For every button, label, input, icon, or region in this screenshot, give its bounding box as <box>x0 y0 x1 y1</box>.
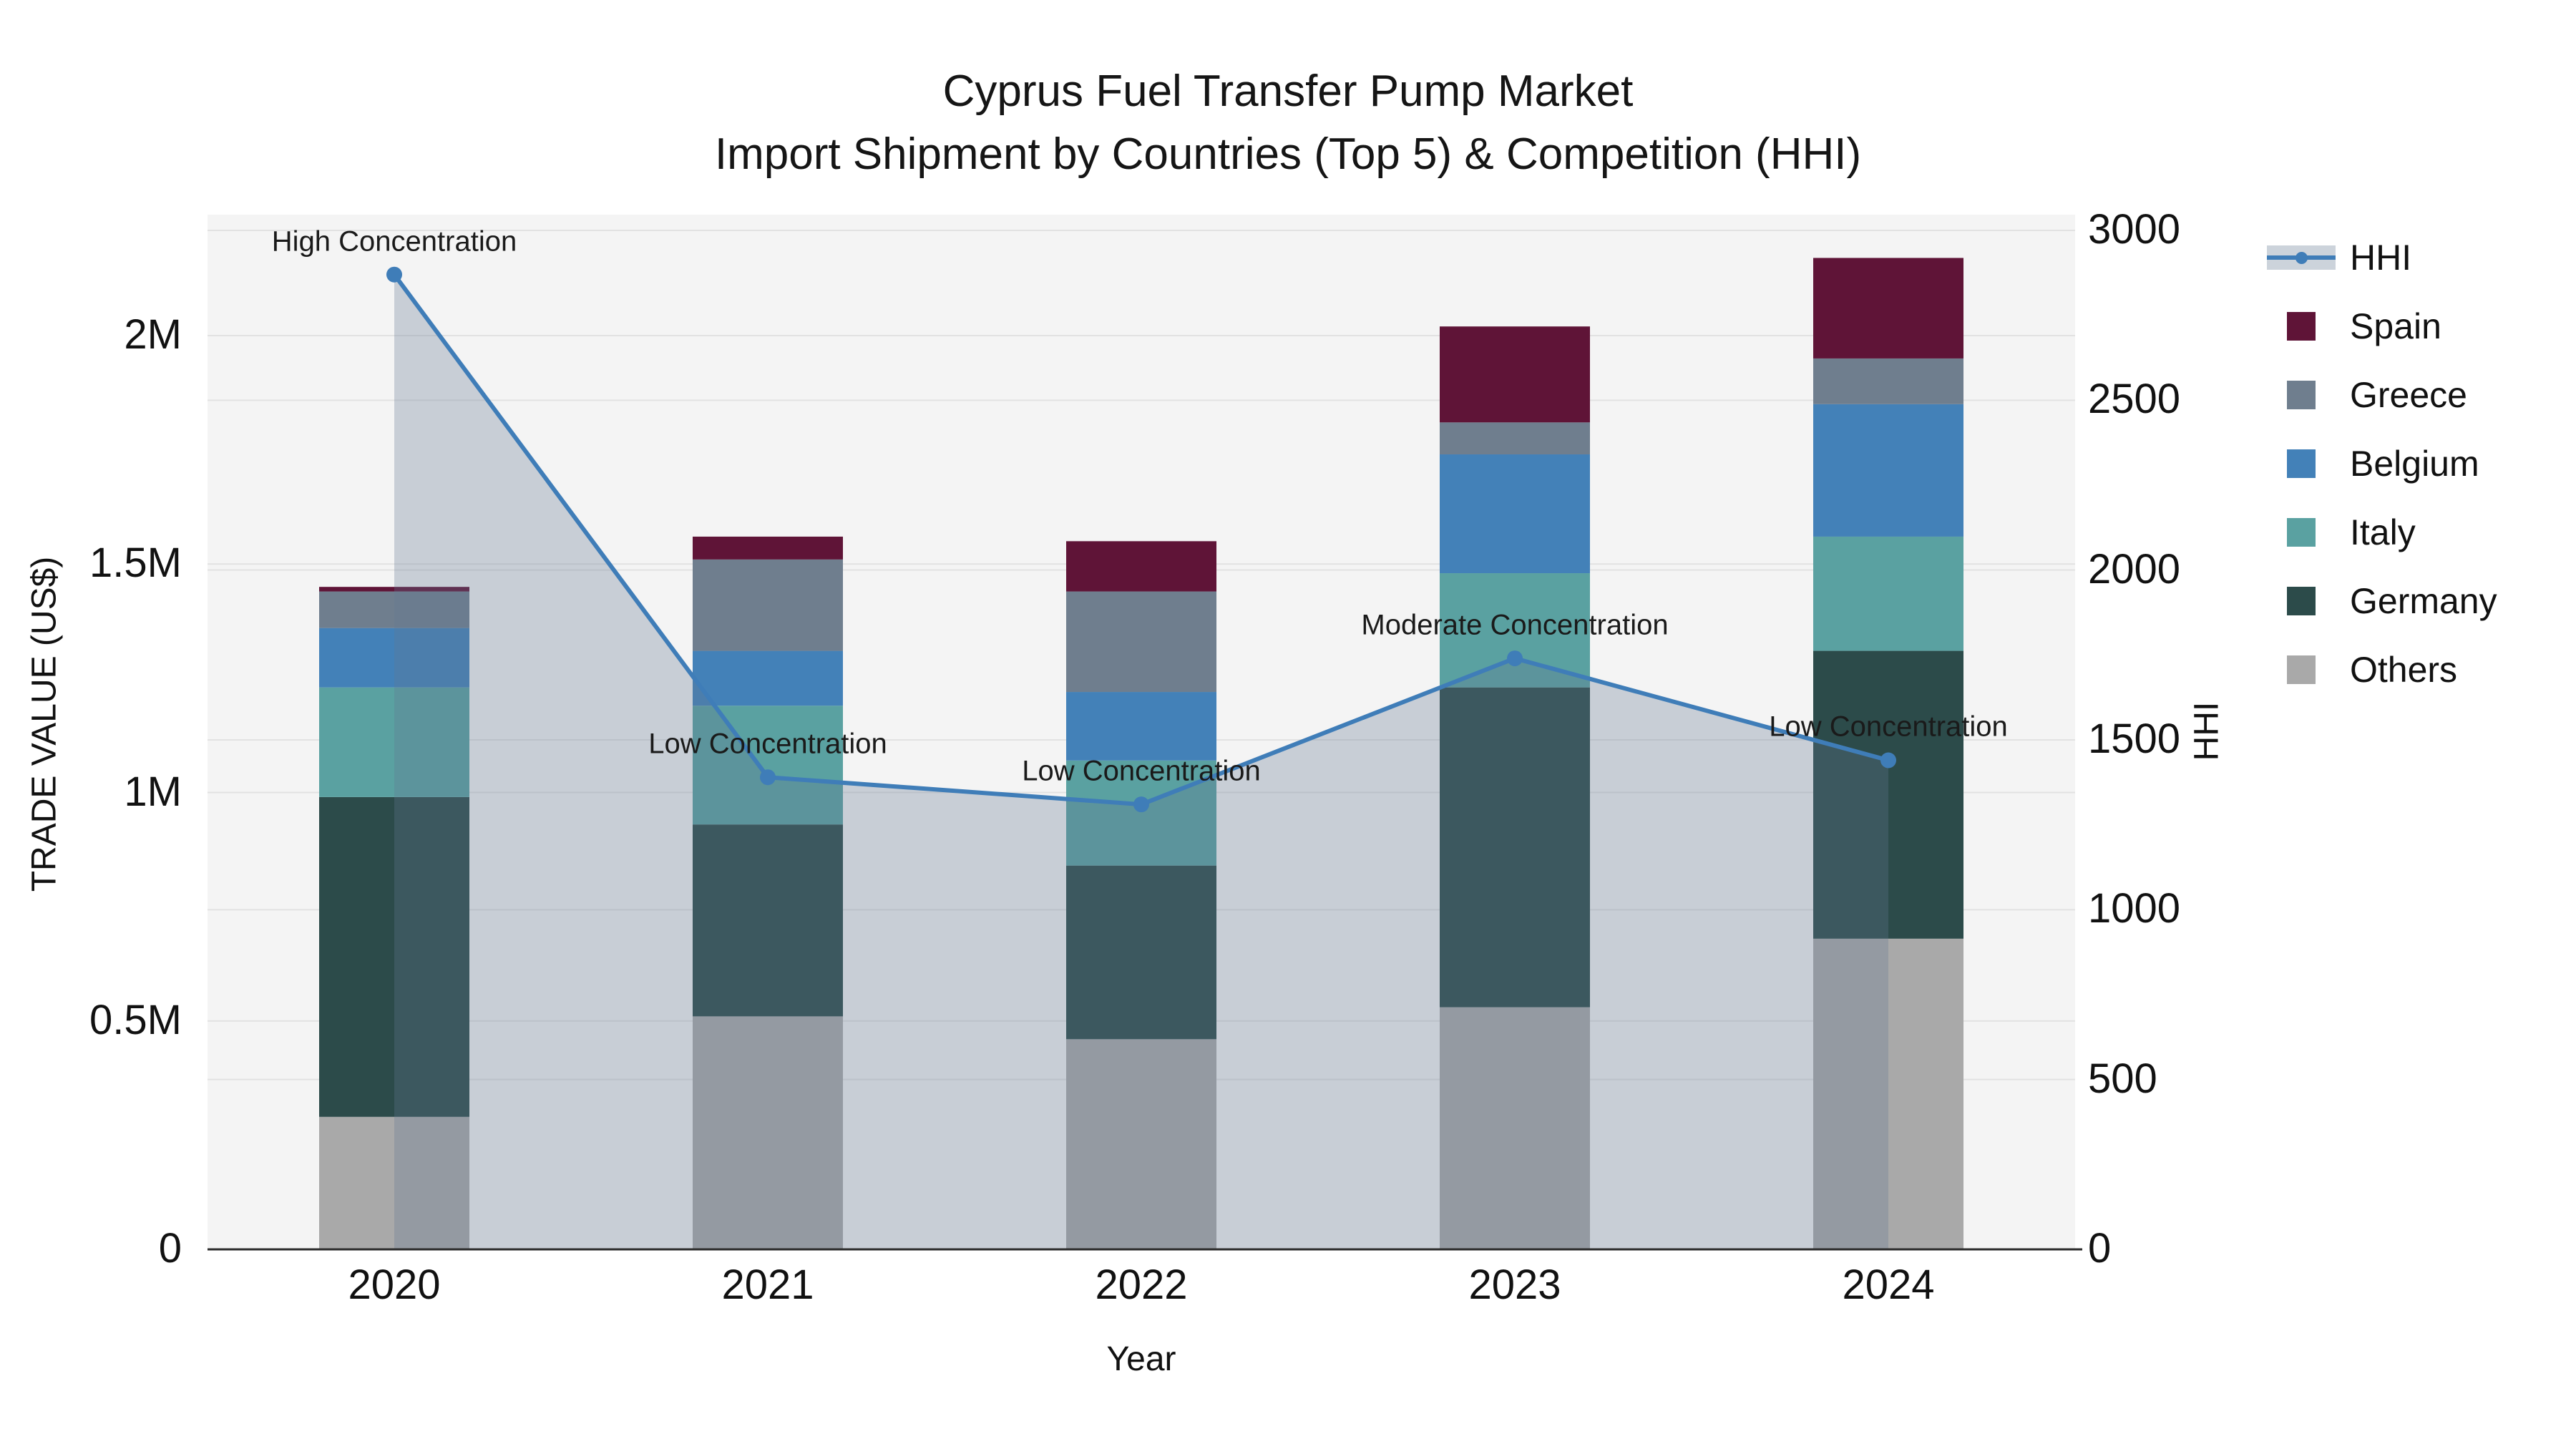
right-tick-3000: 3000 <box>2088 206 2181 253</box>
x-axis-title: Year <box>1106 1340 1176 1378</box>
left-tick-1M: 1M <box>124 768 182 815</box>
legend-swatch-icon <box>2267 312 2336 341</box>
legend-item-hhi[interactable]: HHI <box>2267 238 2497 278</box>
right-tick-0: 0 <box>2088 1225 2112 1272</box>
bar-2022-italy <box>1066 760 1216 866</box>
x-tick-2021: 2021 <box>721 1262 814 1308</box>
hhi-marker-2022 <box>1133 796 1149 813</box>
bar-2024-italy <box>1813 536 1963 651</box>
bar-2021-others <box>693 1016 843 1249</box>
right-tick-1500: 1500 <box>2088 716 2181 763</box>
left-tick-2M: 2M <box>124 311 182 358</box>
bar-2023-germany <box>1440 687 1590 1008</box>
bar-2024-spain <box>1813 258 1963 358</box>
legend-item-belgium[interactable]: Belgium <box>2267 444 2497 484</box>
greece-color-swatch <box>2287 381 2316 409</box>
legend-label-greece: Greece <box>2350 375 2467 415</box>
bar-2024-belgium <box>1813 404 1963 537</box>
bar-2022-spain <box>1066 541 1216 592</box>
legend-item-spain[interactable]: Spain <box>2267 306 2497 346</box>
bar-2021-spain <box>693 536 843 560</box>
bar-2023-italy <box>1440 573 1590 688</box>
bar-2020-italy <box>319 687 469 797</box>
right-axis-title: HHI <box>2187 701 2226 761</box>
chart-title-line1: Cyprus Fuel Transfer Pump Market <box>942 67 1634 116</box>
legend-label-spain: Spain <box>2350 306 2441 346</box>
bar-2024-greece <box>1813 358 1963 404</box>
left-tick-0: 0 <box>158 1225 182 1272</box>
hhi-area-sample <box>2267 245 2336 270</box>
bar-2023-belgium <box>1440 454 1590 574</box>
bar-2023-spain <box>1440 326 1590 423</box>
germany-color-swatch <box>2287 587 2316 615</box>
bar-2022-belgium <box>1066 692 1216 761</box>
legend-item-italy[interactable]: Italy <box>2267 512 2497 552</box>
legend-label-italy: Italy <box>2350 512 2416 552</box>
legend-label-belgium: Belgium <box>2350 444 2479 484</box>
legend-line-sample-icon <box>2267 245 2336 270</box>
bar-2023-others <box>1440 1007 1590 1249</box>
legend-label-others: Others <box>2350 650 2458 690</box>
bar-2024-others <box>1813 938 1963 1249</box>
x-tick-2022: 2022 <box>1095 1262 1188 1308</box>
bar-2022-others <box>1066 1039 1216 1249</box>
left-tick-0.5M: 0.5M <box>89 996 182 1043</box>
legend-item-others[interactable]: Others <box>2267 650 2497 690</box>
annotation-2021: Low Concentration <box>648 728 887 760</box>
right-tick-1000: 1000 <box>2088 885 2181 932</box>
bar-2021-italy <box>693 706 843 825</box>
annotation-2024: Low Concentration <box>1769 711 2008 743</box>
bar-2020-greece <box>319 591 469 628</box>
annotation-2020: High Concentration <box>271 225 517 258</box>
x-tick-2024: 2024 <box>1842 1262 1935 1308</box>
left-tick-1.5M: 1.5M <box>89 540 182 587</box>
bar-2021-greece <box>693 559 843 651</box>
hhi-marker-2021 <box>760 769 776 786</box>
hhi-marker-2023 <box>1507 650 1523 667</box>
bar-2024-germany <box>1813 650 1963 939</box>
legend-label-germany: Germany <box>2350 581 2497 621</box>
annotation-2023: Moderate Concentration <box>1361 609 1669 641</box>
legend-swatch-icon <box>2267 587 2336 615</box>
legend-item-germany[interactable]: Germany <box>2267 581 2497 621</box>
hhi-area-fill <box>394 274 1888 1249</box>
hhi-marker-2020 <box>386 266 402 283</box>
legend-swatch-icon <box>2267 655 2336 684</box>
right-tick-2000: 2000 <box>2088 545 2181 592</box>
legend-swatch-icon <box>2267 381 2336 409</box>
right-tick-500: 500 <box>2088 1055 2157 1102</box>
bar-2020-belgium <box>319 628 469 688</box>
spain-color-swatch <box>2287 312 2316 341</box>
bar-2020-spain <box>319 587 469 592</box>
chart-title-line2: Import Shipment by Countries (Top 5) & C… <box>714 130 1862 179</box>
hhi-marker-2024 <box>1880 752 1896 769</box>
bar-2020-germany <box>319 796 469 1117</box>
bar-2022-greece <box>1066 591 1216 693</box>
bar-2022-germany <box>1066 865 1216 1040</box>
chart-title: Cyprus Fuel Transfer Pump Market Import … <box>0 60 2576 186</box>
legend-swatch-icon <box>2267 449 2336 478</box>
italy-color-swatch <box>2287 518 2316 547</box>
legend-label-hhi: HHI <box>2350 238 2412 278</box>
bar-2020-others <box>319 1116 469 1249</box>
legend-swatch-icon <box>2267 518 2336 547</box>
right-tick-2500: 2500 <box>2088 376 2181 423</box>
x-tick-2023: 2023 <box>1468 1262 1561 1308</box>
annotation-2022: Low Concentration <box>1022 755 1261 787</box>
legend-item-greece[interactable]: Greece <box>2267 375 2497 415</box>
hhi-marker-sample <box>2296 252 2308 264</box>
belgium-color-swatch <box>2287 449 2316 478</box>
bar-2023-greece <box>1440 422 1590 455</box>
legend: HHI Spain Greece Belgium Italy Germany Others <box>2267 238 2497 690</box>
others-color-swatch <box>2287 655 2316 684</box>
bar-2021-belgium <box>693 650 843 706</box>
left-axis-title: TRADE VALUE (US$) <box>25 556 64 892</box>
x-tick-2020: 2020 <box>348 1262 441 1308</box>
bar-2021-germany <box>693 824 843 1017</box>
